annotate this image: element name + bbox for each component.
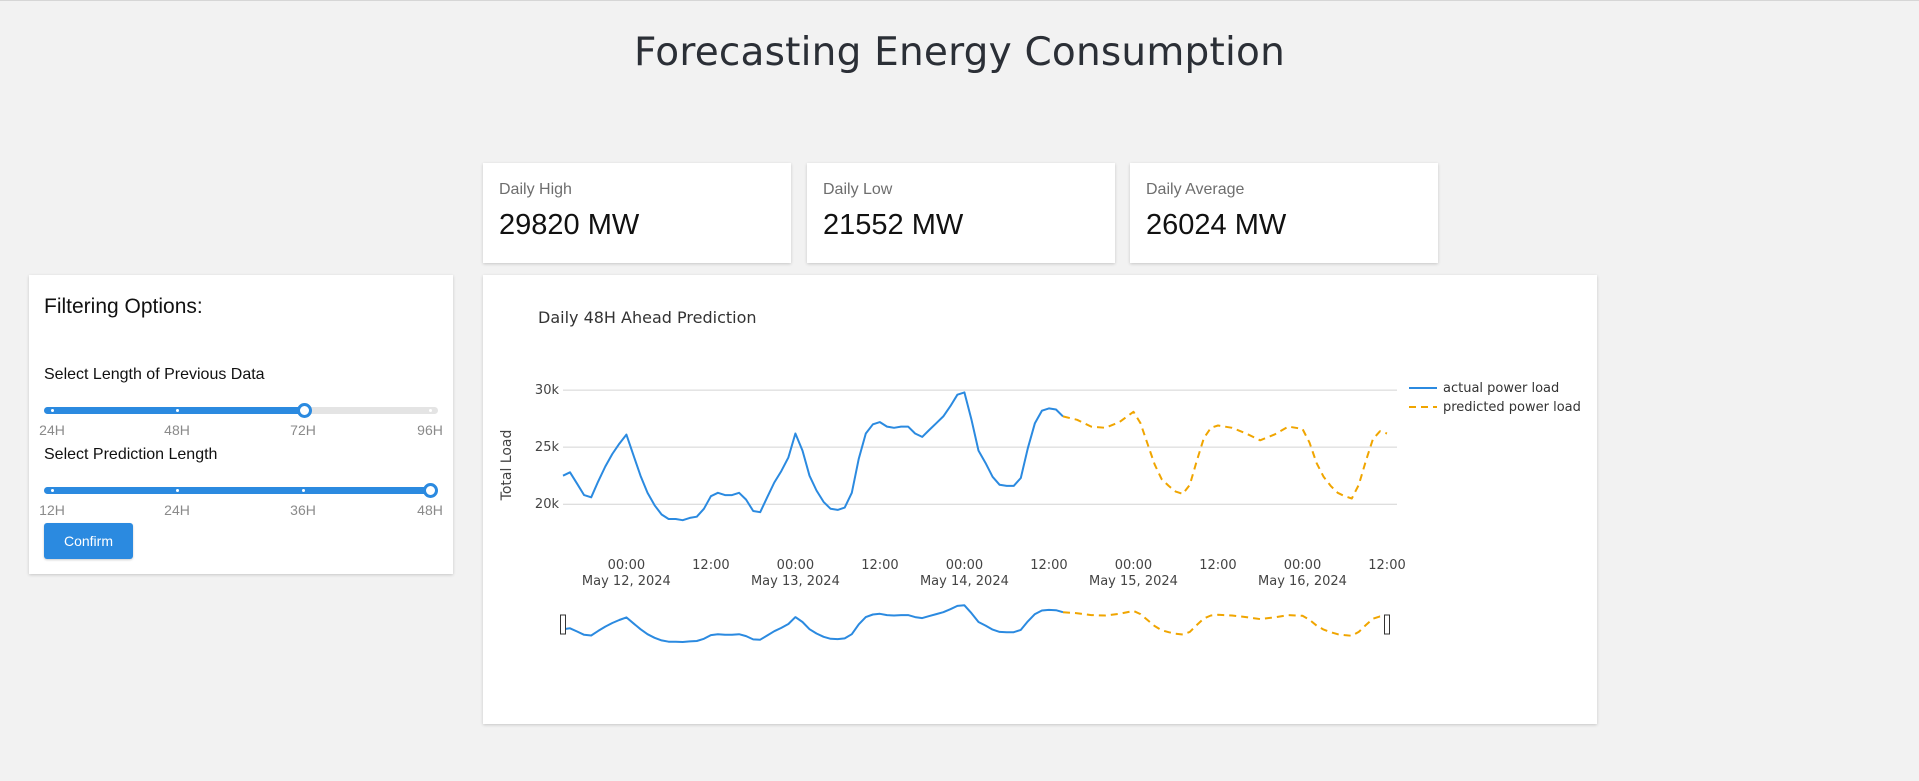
slider-step-dot	[429, 409, 432, 412]
slider-mark: 24H	[164, 502, 190, 518]
stat-value: 21552 MW	[823, 209, 964, 241]
x-tick-label: 00:00	[1115, 558, 1152, 573]
stat-card-daily-low: Daily Low 21552 MW	[807, 163, 1115, 263]
stat-label: Daily Average	[1146, 181, 1245, 198]
stat-value: 26024 MW	[1146, 209, 1287, 241]
stat-card-daily-average: Daily Average 26024 MW	[1130, 163, 1438, 263]
y-axis-label: Total Load	[499, 430, 515, 502]
x-tick-label: 12:00	[1368, 558, 1405, 573]
legend-label[interactable]: predicted power load	[1443, 400, 1581, 415]
slider-handle[interactable]	[423, 483, 438, 498]
overview-actual-line	[562, 604, 1064, 643]
actual-load-line	[562, 391, 1064, 522]
slider-step-dot	[176, 409, 179, 412]
x-tick-date-label: May 16, 2024	[1258, 574, 1347, 589]
filter-panel: Filtering Options: Select Length of Prev…	[29, 275, 453, 574]
stat-label: Daily Low	[823, 181, 893, 198]
slider-fill	[44, 487, 430, 494]
slider-mark: 96H	[417, 422, 443, 438]
top-divider	[0, 0, 1919, 1]
slider-step-dot	[302, 489, 305, 492]
slider-step-dot	[51, 409, 54, 412]
x-tick-label: 00:00	[608, 558, 645, 573]
previous-data-slider[interactable]	[44, 403, 438, 418]
x-tick-label: 00:00	[777, 558, 814, 573]
slider-mark: 36H	[290, 502, 316, 518]
chart-title: Daily 48H Ahead Prediction	[538, 308, 757, 327]
slider-mark: 48H	[164, 422, 190, 438]
x-tick-label: 00:00	[946, 558, 983, 573]
zoom-handle-left[interactable]	[560, 614, 566, 635]
y-tick-label: 30k	[535, 383, 560, 398]
prediction-chart: Daily 48H Ahead Prediction 20k 25k 30k 00:…	[499, 308, 1581, 643]
overview-predicted-line	[1062, 609, 1388, 637]
y-tick-label: 25k	[535, 440, 560, 455]
legend-label[interactable]: actual power load	[1443, 381, 1559, 396]
x-tick-date-label: May 13, 2024	[751, 574, 840, 589]
prediction-length-label: Select Prediction Length	[44, 446, 218, 463]
stat-value: 29820 MW	[499, 209, 640, 241]
slider-step-dot	[176, 489, 179, 492]
x-tick-date-label: May 15, 2024	[1089, 574, 1178, 589]
slider-fill	[44, 407, 304, 414]
y-tick-label: 20k	[535, 497, 560, 512]
filter-title: Filtering Options:	[44, 295, 203, 318]
x-tick-label: 12:00	[1030, 558, 1067, 573]
slider-step-dot	[51, 489, 54, 492]
slider-mark: 72H	[290, 422, 316, 438]
x-tick-date-label: May 14, 2024	[920, 574, 1009, 589]
x-tick-date-label: May 12, 2024	[582, 574, 671, 589]
prediction-length-slider[interactable]	[44, 483, 438, 498]
stat-card-daily-high: Daily High 29820 MW	[483, 163, 791, 263]
predicted-load-line	[1062, 410, 1388, 500]
previous-data-label: Select Length of Previous Data	[44, 366, 265, 383]
stat-label: Daily High	[499, 181, 572, 198]
zoom-handle-right[interactable]	[1384, 614, 1390, 635]
x-tick-label: 12:00	[692, 558, 729, 573]
x-tick-label: 00:00	[1284, 558, 1321, 573]
slider-mark: 24H	[39, 422, 65, 438]
confirm-button[interactable]: Confirm	[44, 523, 133, 559]
x-tick-label: 12:00	[1199, 558, 1236, 573]
slider-mark: 48H	[417, 502, 443, 518]
x-tick-label: 12:00	[861, 558, 898, 573]
slider-mark: 12H	[39, 502, 65, 518]
slider-handle[interactable]	[297, 403, 312, 418]
chart-card: Daily 48H Ahead Prediction 20k 25k 30k 00:…	[483, 275, 1597, 724]
page-title: Forecasting Energy Consumption	[634, 30, 1285, 75]
